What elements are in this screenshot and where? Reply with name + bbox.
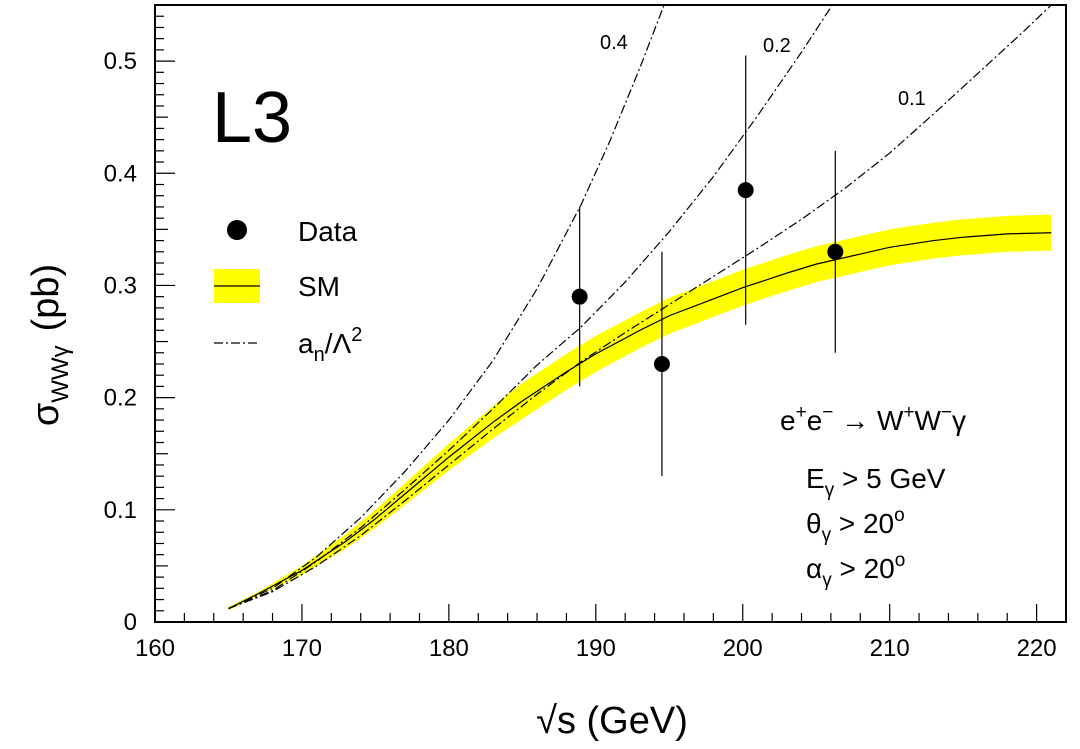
anomalous-curve-0.2 [228,5,834,610]
data-layer [571,55,844,477]
curve-layer [228,5,1052,610]
legend: Data SM an/Λ2 [214,216,362,366]
y-tick-label: 0.5 [104,48,137,75]
cut-theta: θγ > 20o [806,505,905,546]
legend-data-label: Data [298,216,358,247]
anomalous-curve-0.1 [228,5,1052,610]
sm-curve [228,232,1052,610]
x-tick-label: 170 [282,635,322,662]
x-tick-label: 220 [1017,635,1057,662]
x-tick-label: 200 [723,635,763,662]
y-tick-label: 0.2 [104,385,137,412]
x-tick-label: 190 [576,635,616,662]
sm-band [228,214,1052,611]
x-axis-title: √s (GeV) [536,700,688,742]
x-tick-label: 210 [870,635,910,662]
y-tick-label: 0.3 [104,272,137,299]
legend-data-marker [227,220,247,240]
legend-sm-label: SM [298,271,340,302]
data-point-2 [737,182,754,199]
cut-energy: Eγ > 5 GeV [806,463,946,501]
sm-band-layer [228,214,1052,611]
curve-label-0.1: 0.1 [898,88,926,110]
x-tick-label: 160 [135,635,175,662]
curve-label-0.2: 0.2 [763,35,791,57]
data-point-1 [653,355,670,372]
y-tick-label: 0.4 [104,160,137,187]
cut-alpha: αγ > 20o [806,550,905,591]
data-point-3 [827,243,844,260]
tick-layer: 160 170 180 190 200 210 220 0 0.1 0.2 0.3 0.4 0.5 [104,4,1067,662]
data-point-0 [571,288,588,305]
curve-label-0.4: 0.4 [600,32,628,54]
experiment-label: L3 [212,78,292,158]
y-axis-title: σWWγ(pb) [25,264,74,426]
x-tick-label: 180 [429,635,469,662]
anomalous-curve-0.4 [228,5,665,610]
y-tick-label: 0.1 [104,497,137,524]
plot-frame [154,4,1067,623]
y-tick-label: 0 [124,609,137,636]
process-label: e+e− → W+W−γ [780,402,966,436]
legend-anomalous-label: an/Λ2 [298,324,362,366]
